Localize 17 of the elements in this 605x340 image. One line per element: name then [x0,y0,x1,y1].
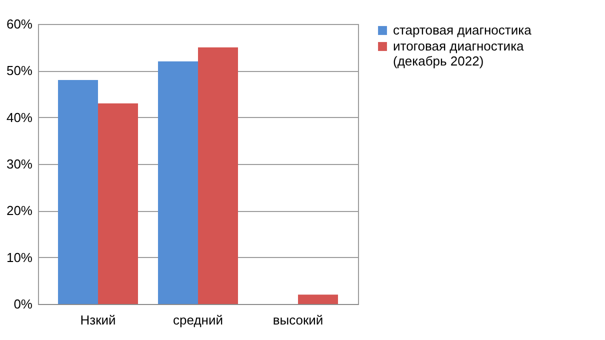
bar [158,61,198,304]
x-tick-label: высокий [272,312,324,328]
x-tick-label: средний [173,312,223,328]
bar [98,103,138,304]
y-tick-label: 20% [6,203,33,218]
legend-label: итоговая диагностика (декабрь 2022) [393,38,525,68]
legend-label: стартовая диагностика [393,22,532,38]
y-tick-label: 50% [6,63,33,78]
y-tick-label: 10% [6,250,33,265]
x-tick-label: Нзкий [80,312,116,328]
bar [198,47,238,304]
y-tick-label: 60% [6,16,33,32]
y-tick-label: 30% [6,156,33,172]
bar [298,294,338,304]
y-tick-label: 0% [14,296,33,312]
y-tick-label: 40% [6,110,33,125]
bar [58,80,98,304]
